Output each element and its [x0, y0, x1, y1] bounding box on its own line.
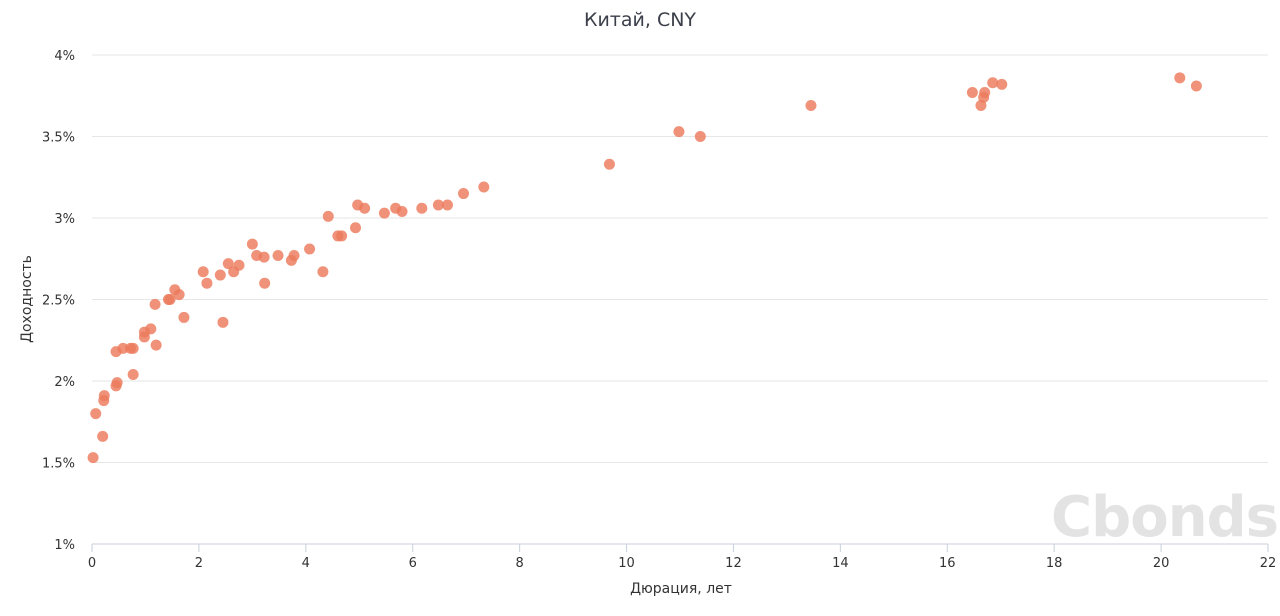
data-point[interactable]	[979, 86, 991, 98]
data-point[interactable]	[149, 298, 161, 310]
data-point[interactable]	[996, 78, 1008, 90]
data-point[interactable]	[178, 311, 190, 323]
x-tick-label: 4	[302, 556, 310, 571]
watermark-logo: Cbonds	[1051, 485, 1278, 550]
data-point[interactable]	[441, 199, 453, 211]
y-axis-ticks: 1% 1.5% 2% 2.5% 3% 3.5% 4%	[42, 49, 75, 553]
data-point[interactable]	[288, 249, 300, 261]
data-point[interactable]	[378, 207, 390, 219]
y-tick-label: 2.5%	[42, 294, 75, 309]
x-tick-label: 12	[725, 556, 742, 571]
data-point[interactable]	[201, 277, 213, 289]
data-point[interactable]	[304, 243, 316, 255]
data-point[interactable]	[233, 259, 245, 271]
data-point[interactable]	[432, 199, 444, 211]
x-tick-label: 0	[88, 556, 96, 571]
data-point[interactable]	[805, 100, 817, 112]
data-point[interactable]	[458, 188, 470, 200]
data-point[interactable]	[1174, 72, 1186, 84]
data-point[interactable]	[603, 158, 615, 170]
x-axis-label: Дюрация, лет	[630, 581, 732, 597]
x-tick-label: 20	[1153, 556, 1170, 571]
data-point[interactable]	[1190, 80, 1202, 92]
data-point[interactable]	[694, 131, 706, 142]
x-tick-label: 14	[832, 556, 849, 571]
x-axis-ticks: 0 2 4 6 8 10 12 14 16 18 20 22	[88, 544, 1276, 571]
data-point[interactable]	[87, 452, 99, 464]
x-tick-label: 18	[1046, 556, 1063, 571]
data-point[interactable]	[272, 249, 284, 261]
data-point[interactable]	[217, 316, 229, 328]
y-tick-label: 4%	[54, 49, 75, 64]
data-point[interactable]	[336, 230, 348, 242]
data-point[interactable]	[111, 377, 123, 389]
data-point[interactable]	[150, 339, 162, 351]
data-point[interactable]	[222, 258, 234, 270]
chart-title: Китай, CNY	[584, 9, 696, 31]
data-point[interactable]	[164, 294, 176, 305]
data-point[interactable]	[259, 277, 271, 289]
data-point[interactable]	[966, 86, 978, 98]
y-tick-label: 1.5%	[42, 457, 75, 472]
data-point[interactable]	[673, 126, 685, 138]
data-point[interactable]	[90, 408, 102, 420]
y-tick-label: 2%	[54, 375, 75, 390]
data-point[interactable]	[138, 331, 150, 343]
data-point[interactable]	[173, 289, 185, 301]
data-point[interactable]	[350, 222, 362, 234]
data-point[interactable]	[258, 251, 270, 263]
data-point[interactable]	[145, 323, 157, 335]
data-point[interactable]	[127, 368, 139, 380]
data-point[interactable]	[322, 210, 334, 222]
x-tick-label: 8	[515, 556, 523, 571]
data-point[interactable]	[98, 390, 110, 402]
x-tick-label: 6	[409, 556, 417, 571]
x-tick-label: 16	[939, 556, 956, 571]
data-points	[87, 72, 1202, 464]
x-tick-label: 10	[618, 556, 635, 571]
x-tick-label: 22	[1260, 556, 1277, 571]
data-point[interactable]	[987, 77, 999, 89]
data-point[interactable]	[396, 205, 408, 217]
x-tick-label: 2	[195, 556, 203, 571]
data-point[interactable]	[214, 269, 226, 281]
data-point[interactable]	[197, 266, 209, 278]
data-point[interactable]	[97, 430, 109, 442]
data-point[interactable]	[359, 202, 371, 214]
y-axis-label: Доходность	[19, 255, 35, 343]
data-point[interactable]	[478, 181, 490, 193]
data-point[interactable]	[317, 266, 329, 278]
data-point[interactable]	[416, 202, 428, 214]
y-tick-label: 3.5%	[42, 131, 75, 146]
data-point[interactable]	[127, 342, 139, 354]
y-tick-label: 3%	[54, 212, 75, 227]
data-point[interactable]	[246, 238, 258, 250]
y-tick-label: 1%	[54, 538, 75, 553]
